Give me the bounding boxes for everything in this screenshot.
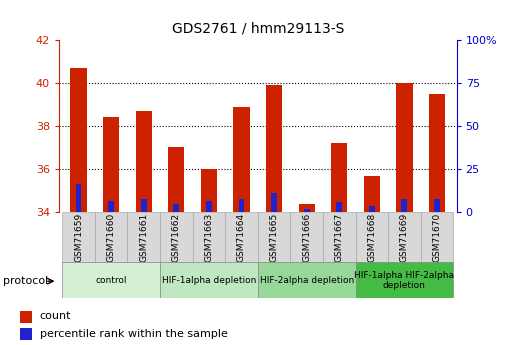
Bar	[434, 199, 440, 212]
Bar	[201, 169, 217, 212]
Bar	[429, 93, 445, 212]
Text: GSM71661: GSM71661	[139, 213, 148, 262]
Bar	[266, 85, 282, 212]
Bar	[95, 212, 127, 262]
Bar	[356, 212, 388, 262]
Text: GSM71667: GSM71667	[335, 213, 344, 262]
Text: count: count	[40, 312, 71, 321]
Bar	[70, 68, 87, 212]
Bar	[258, 212, 290, 262]
Bar	[402, 199, 407, 212]
Text: GSM71670: GSM71670	[432, 213, 442, 262]
Bar	[421, 212, 453, 262]
Text: GSM71664: GSM71664	[237, 213, 246, 262]
Bar	[103, 117, 120, 212]
Bar	[331, 143, 347, 212]
Bar	[168, 147, 185, 212]
Bar	[271, 193, 277, 212]
Title: GDS2761 / hmm29113-S: GDS2761 / hmm29113-S	[171, 22, 344, 36]
Text: GSM71663: GSM71663	[204, 213, 213, 262]
Bar	[388, 212, 421, 262]
Text: GSM71666: GSM71666	[302, 213, 311, 262]
Bar	[356, 262, 453, 298]
Bar	[62, 212, 95, 262]
Bar	[20, 328, 32, 340]
Bar	[304, 209, 310, 212]
Bar	[75, 184, 82, 212]
Text: GSM71662: GSM71662	[172, 213, 181, 262]
Bar	[290, 212, 323, 262]
Bar	[239, 199, 244, 212]
Text: protocol: protocol	[3, 276, 48, 286]
Bar	[141, 199, 147, 212]
Text: percentile rank within the sample: percentile rank within the sample	[40, 329, 227, 338]
Bar	[62, 262, 160, 298]
Bar	[364, 176, 380, 212]
Bar	[323, 212, 356, 262]
Bar	[299, 204, 315, 212]
Bar	[173, 204, 179, 212]
Bar	[20, 310, 32, 323]
Text: HIF-2alpha depletion: HIF-2alpha depletion	[260, 276, 354, 285]
Bar	[225, 212, 258, 262]
Bar	[206, 201, 212, 212]
Bar	[337, 203, 342, 212]
Bar	[192, 212, 225, 262]
Bar	[160, 262, 258, 298]
Bar	[135, 111, 152, 212]
Text: GSM71669: GSM71669	[400, 213, 409, 262]
Text: GSM71668: GSM71668	[367, 213, 377, 262]
Bar	[108, 201, 114, 212]
Bar	[233, 107, 250, 212]
Text: HIF-1alpha HIF-2alpha
depletion: HIF-1alpha HIF-2alpha depletion	[354, 270, 455, 290]
Text: HIF-1alpha depletion: HIF-1alpha depletion	[162, 276, 256, 285]
Text: control: control	[95, 276, 127, 285]
Bar	[369, 206, 375, 212]
Bar	[127, 212, 160, 262]
Text: GSM71660: GSM71660	[107, 213, 115, 262]
Text: GSM71659: GSM71659	[74, 213, 83, 262]
Bar	[258, 262, 356, 298]
Text: GSM71665: GSM71665	[269, 213, 279, 262]
Bar	[396, 83, 412, 212]
Bar	[160, 212, 192, 262]
